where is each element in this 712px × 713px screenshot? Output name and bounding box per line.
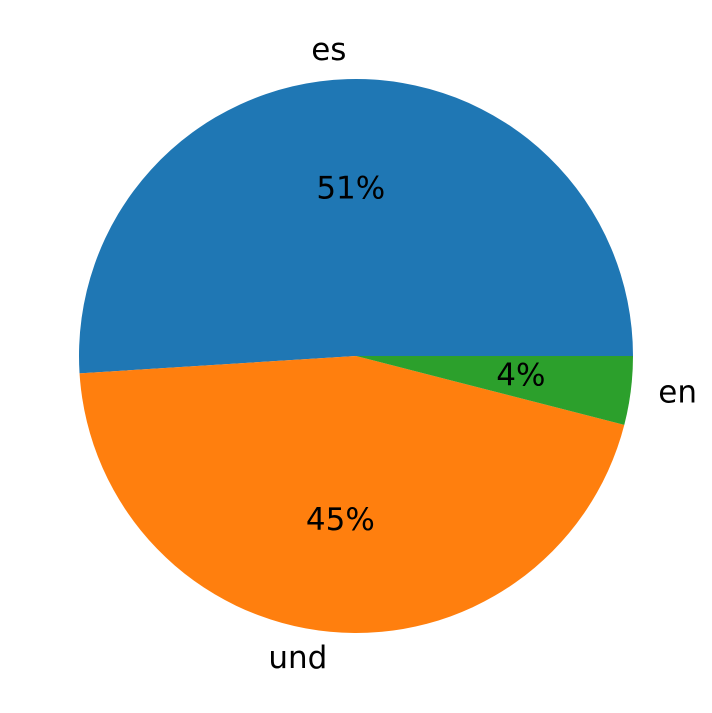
- value-label: 45%: [306, 502, 375, 538]
- slice-label: en: [658, 375, 697, 411]
- pie-slice: [356, 356, 633, 425]
- slice-label: es: [311, 32, 346, 68]
- value-label: 51%: [316, 170, 385, 206]
- value-label: 4%: [496, 357, 545, 393]
- slice-label: und: [268, 640, 327, 676]
- pie-slice: [79, 356, 625, 634]
- pie-slice: [78, 78, 634, 374]
